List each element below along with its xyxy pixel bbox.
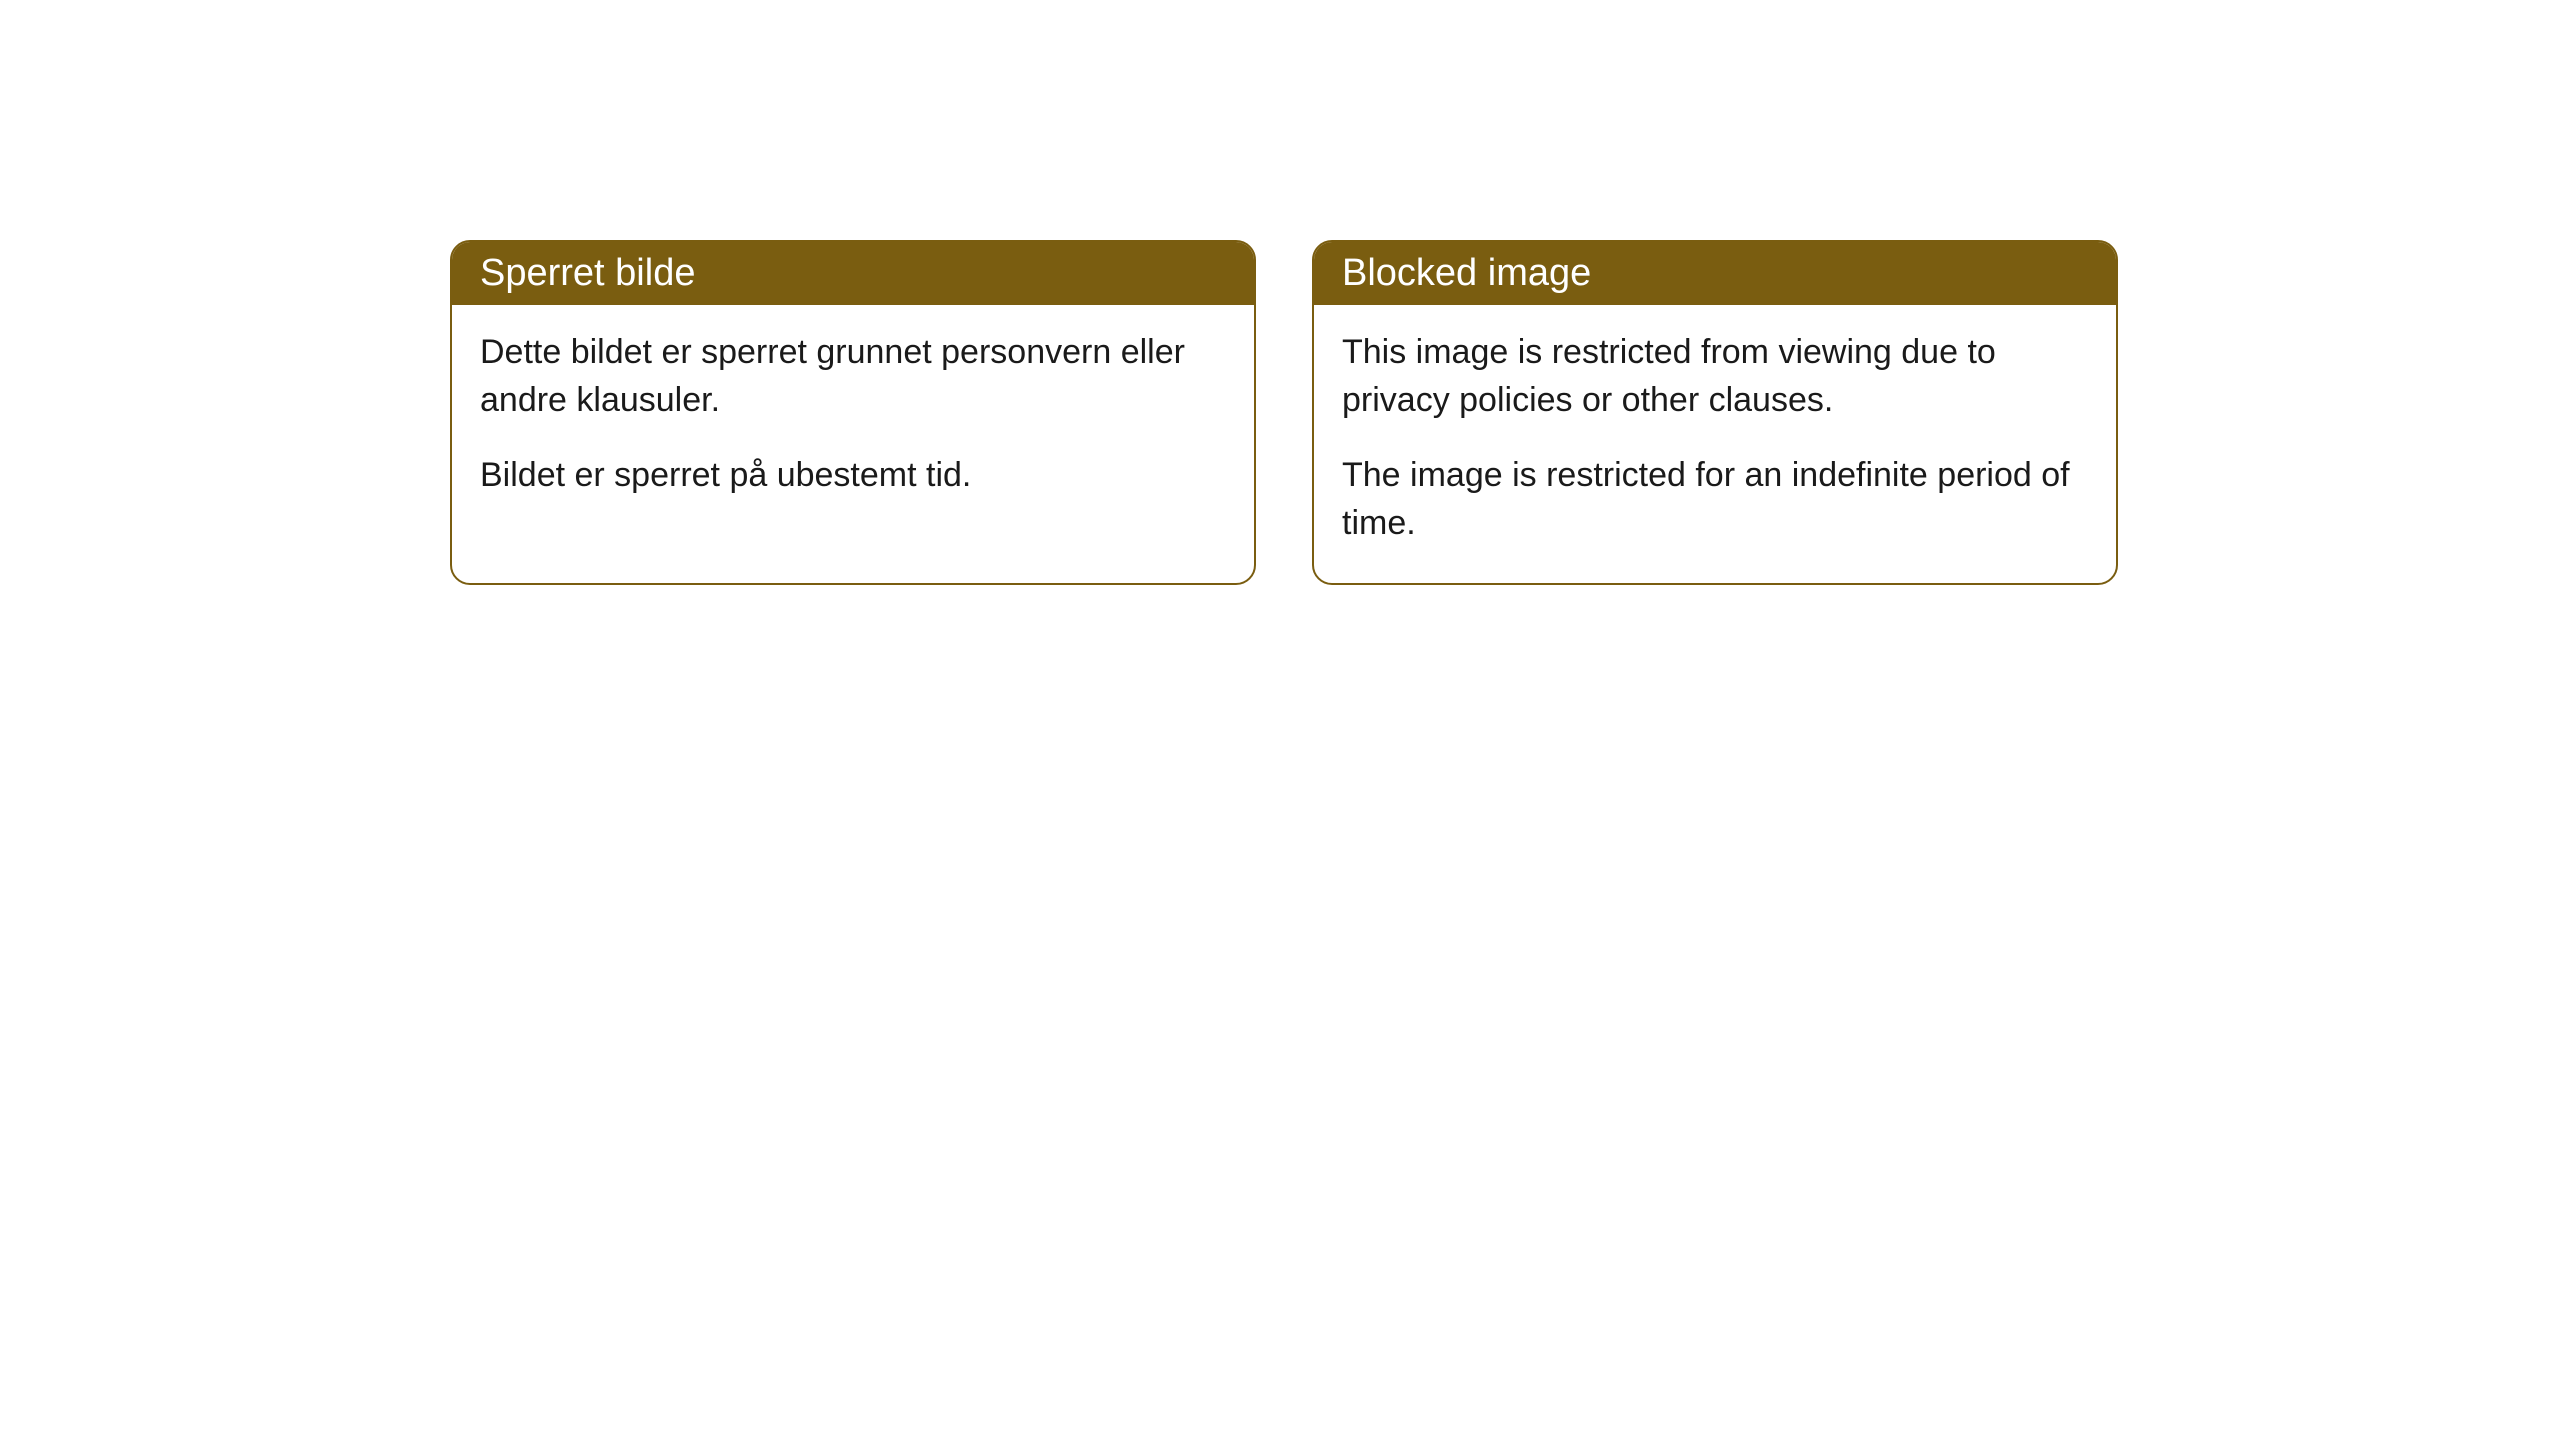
card-paragraph1-english: This image is restricted from viewing du…	[1342, 329, 2088, 424]
card-title-norwegian: Sperret bilde	[480, 252, 695, 294]
card-title-english: Blocked image	[1342, 252, 1591, 294]
card-body-english: This image is restricted from viewing du…	[1314, 305, 2116, 583]
card-norwegian: Sperret bilde Dette bildet er sperret gr…	[450, 240, 1256, 585]
card-paragraph1-norwegian: Dette bildet er sperret grunnet personve…	[480, 329, 1226, 424]
card-body-norwegian: Dette bildet er sperret grunnet personve…	[452, 305, 1254, 536]
cards-container: Sperret bilde Dette bildet er sperret gr…	[450, 240, 2118, 585]
card-header-norwegian: Sperret bilde	[452, 242, 1254, 305]
card-paragraph2-norwegian: Bildet er sperret på ubestemt tid.	[480, 452, 1226, 500]
card-paragraph2-english: The image is restricted for an indefinit…	[1342, 452, 2088, 547]
card-english: Blocked image This image is restricted f…	[1312, 240, 2118, 585]
card-header-english: Blocked image	[1314, 242, 2116, 305]
